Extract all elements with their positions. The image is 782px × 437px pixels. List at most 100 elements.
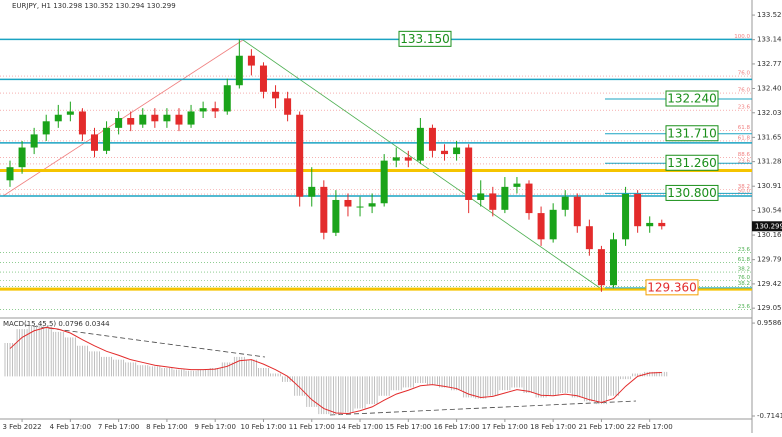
macd-y-tick-label: 0.9586: [757, 319, 782, 327]
x-tick-label: 22 Feb 17:00: [627, 423, 673, 431]
x-tick-label: 18 Feb 17:00: [530, 423, 576, 431]
candle-body: [525, 183, 533, 214]
macd-trend-line: [24, 324, 266, 358]
level-box: [665, 90, 719, 107]
level-label: 129.360: [647, 280, 697, 294]
candle-body: [501, 186, 509, 210]
y-tick-label: 129.420: [757, 280, 782, 288]
fib-label: 61.8: [738, 125, 751, 131]
candle-body: [537, 213, 545, 240]
level-label: 130.800: [667, 186, 717, 200]
candle-body: [513, 183, 521, 187]
y-tick-label: 132.775: [757, 60, 782, 68]
level-box: [398, 30, 452, 47]
candle-body: [175, 114, 183, 125]
candle-body: [30, 134, 38, 148]
candle-body: [259, 65, 267, 92]
candle-body: [441, 150, 449, 155]
y-tick-label: 133.145: [757, 36, 782, 44]
candle-body: [199, 108, 207, 112]
candle-body: [428, 127, 436, 151]
x-tick-label: 11 Feb 17:00: [289, 423, 335, 431]
macd-trend-line: [329, 400, 637, 416]
candle-body: [356, 206, 364, 208]
candle-body: [634, 193, 642, 227]
x-tick-label: 17 Feb 17:00: [482, 423, 528, 431]
x-tick-label: 16 Feb 17:00: [434, 423, 480, 431]
x-tick-label: 14 Feb 17:00: [337, 423, 383, 431]
candle-body: [332, 199, 340, 233]
chart-title: EURJPY, H1 130.298 130.352 130.294 130.2…: [12, 2, 176, 10]
candle-body: [54, 114, 62, 122]
fib-label: 38.2: [738, 267, 750, 273]
candle-body: [139, 114, 147, 125]
candle-body: [296, 114, 304, 197]
fib-label: 61.8: [738, 135, 751, 141]
level-label: 133.150: [400, 32, 450, 46]
candle-body: [585, 226, 593, 250]
candle-body: [453, 147, 461, 155]
x-tick-label: 21 Feb 17:00: [578, 423, 624, 431]
y-tick-label: 129.790: [757, 256, 782, 264]
fib-label: 23.6: [738, 247, 751, 253]
candle-body: [235, 55, 243, 86]
level-box: [665, 154, 719, 171]
fib-label: 38.2: [738, 281, 750, 287]
candle-body: [549, 209, 557, 240]
fib-label: 50.0: [738, 189, 751, 195]
y-tick-label: 133.520: [757, 11, 782, 19]
candle-body: [646, 222, 654, 227]
current-price-label: 130.299: [755, 222, 782, 230]
level-label: 132.240: [667, 92, 717, 106]
candle-body: [6, 167, 14, 181]
candle-body: [344, 199, 352, 207]
fib-label: 76.0: [738, 88, 751, 94]
x-tick-label: 10 Feb 17:00: [241, 423, 287, 431]
y-tick-label: 132.400: [757, 85, 782, 93]
fib-label: 61.8: [738, 257, 751, 263]
x-tick-label: 4 Feb 17:00: [50, 423, 91, 431]
candle-body: [658, 222, 666, 227]
candle-body: [18, 147, 26, 168]
level-box: [665, 125, 719, 142]
level-label: 131.710: [667, 126, 717, 140]
candle-body: [320, 186, 328, 233]
fib-label: 23.6: [738, 105, 751, 111]
fib-label: 100.0: [734, 34, 750, 40]
candle-body: [477, 193, 485, 200]
y-tick-label: 130.165: [757, 231, 782, 239]
y-tick-label: 129.050: [757, 304, 782, 312]
fib-label: 76.0: [738, 71, 751, 77]
x-tick-label: 3 Feb 2022: [3, 423, 42, 431]
candle-body: [187, 111, 195, 125]
candle-body: [284, 98, 292, 115]
macd-y-tick-label: -0.7141: [757, 412, 782, 420]
candle-body: [78, 111, 86, 135]
candle-body: [308, 186, 316, 197]
fib-label: 88.6: [738, 152, 751, 158]
candle-body: [597, 249, 605, 286]
candle-body: [247, 55, 255, 66]
macd-signal-line: [9, 326, 662, 415]
x-tick-label: 15 Feb 17:00: [385, 423, 431, 431]
candle-body: [66, 111, 74, 115]
fib-label: 23.6: [738, 158, 751, 164]
candle-body: [622, 193, 630, 240]
y-tick-label: 131.285: [757, 158, 782, 166]
candle-body: [223, 85, 231, 112]
candle-body: [211, 108, 219, 112]
candle-body: [404, 157, 412, 161]
macd-label: MACD(15,45,5) 0.0796 0.0344: [3, 320, 110, 328]
x-tick-label: 7 Feb 17:00: [98, 423, 139, 431]
fib-label: 38.2: [738, 184, 750, 190]
current-price-box: [752, 221, 782, 232]
y-tick-label: 130.540: [757, 206, 782, 214]
level-box: [665, 184, 719, 201]
candle-body: [115, 118, 123, 128]
candle-body: [392, 157, 400, 161]
fib-label: 23.6: [738, 304, 751, 310]
candle-body: [272, 91, 280, 99]
candle-body: [610, 239, 617, 286]
